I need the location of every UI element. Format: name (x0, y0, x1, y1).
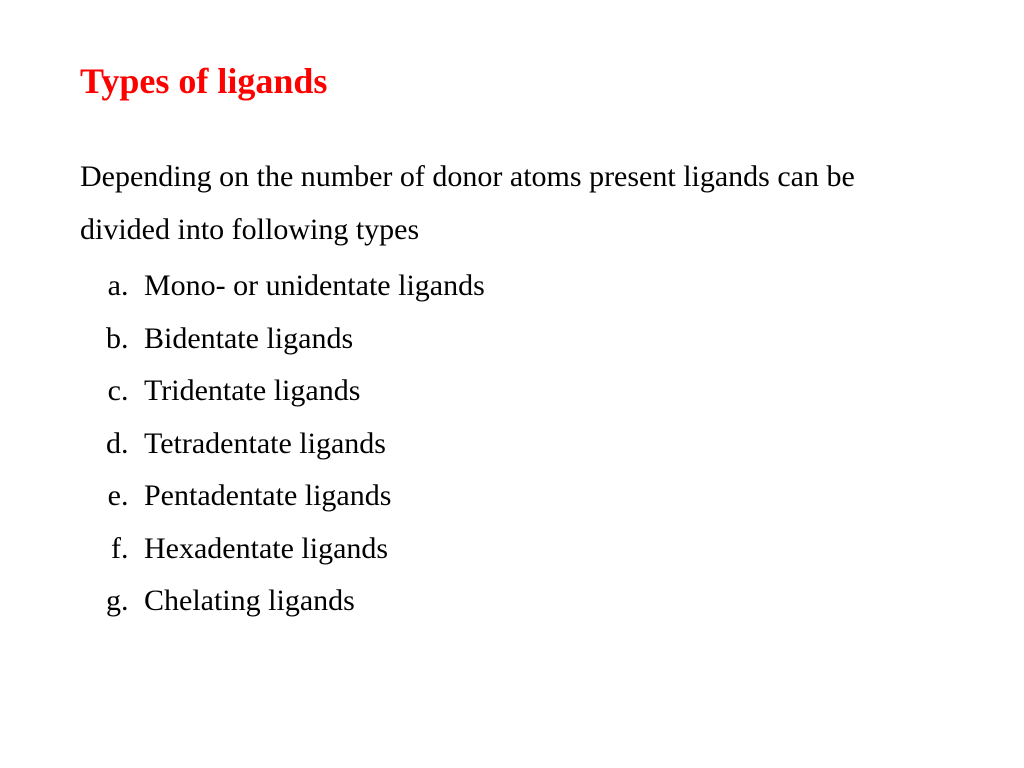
list-item: Bidentate ligands (136, 313, 944, 366)
list-item: Pentadentate ligands (136, 470, 944, 523)
list-item: Mono- or unidentate ligands (136, 260, 944, 313)
list-item: Hexadentate ligands (136, 523, 944, 576)
list-item: Tridentate ligands (136, 365, 944, 418)
ligand-type-list: Mono- or unidentate ligands Bidentate li… (80, 260, 944, 628)
list-item: Chelating ligands (136, 575, 944, 628)
slide: Types of ligands Depending on the number… (0, 0, 1024, 768)
slide-title: Types of ligands (80, 60, 944, 103)
intro-paragraph: Depending on the number of donor atoms p… (80, 151, 944, 256)
list-item: Tetradentate ligands (136, 418, 944, 471)
